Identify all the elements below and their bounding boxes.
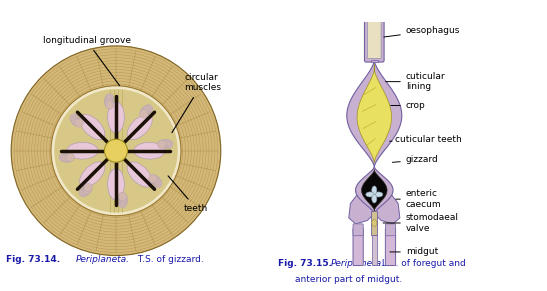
- Circle shape: [161, 139, 170, 148]
- Circle shape: [153, 178, 161, 186]
- Circle shape: [84, 183, 92, 192]
- Circle shape: [143, 105, 152, 114]
- Circle shape: [75, 119, 83, 127]
- Polygon shape: [374, 192, 400, 224]
- Ellipse shape: [108, 102, 124, 133]
- Ellipse shape: [80, 114, 105, 140]
- Circle shape: [163, 139, 171, 148]
- Circle shape: [65, 154, 73, 162]
- FancyBboxPatch shape: [353, 228, 363, 266]
- Text: Fig. 73.15.: Fig. 73.15.: [278, 259, 332, 268]
- Circle shape: [119, 198, 127, 206]
- Circle shape: [149, 174, 157, 183]
- Circle shape: [152, 176, 160, 184]
- Circle shape: [82, 187, 90, 195]
- Polygon shape: [362, 170, 387, 211]
- Text: enteric
caecum: enteric caecum: [396, 189, 441, 209]
- Circle shape: [106, 101, 114, 109]
- Ellipse shape: [366, 192, 374, 197]
- Circle shape: [104, 97, 113, 106]
- Ellipse shape: [67, 142, 98, 159]
- Ellipse shape: [134, 142, 165, 159]
- Circle shape: [104, 99, 113, 107]
- Circle shape: [83, 185, 92, 194]
- Circle shape: [119, 194, 127, 202]
- Circle shape: [11, 46, 221, 255]
- Text: midgut: midgut: [390, 247, 438, 256]
- Ellipse shape: [104, 139, 127, 162]
- FancyBboxPatch shape: [368, 21, 381, 59]
- Circle shape: [154, 179, 162, 188]
- Text: crop: crop: [391, 101, 426, 110]
- FancyBboxPatch shape: [353, 224, 363, 236]
- Polygon shape: [349, 192, 374, 224]
- Text: cuticular
lining: cuticular lining: [386, 72, 445, 91]
- Ellipse shape: [108, 168, 124, 200]
- Polygon shape: [357, 65, 392, 163]
- Circle shape: [79, 188, 88, 197]
- FancyBboxPatch shape: [371, 60, 377, 62]
- Circle shape: [159, 139, 167, 148]
- Circle shape: [119, 196, 127, 204]
- Circle shape: [142, 107, 150, 115]
- Text: oesophagus: oesophagus: [384, 26, 460, 37]
- FancyBboxPatch shape: [371, 211, 377, 235]
- Circle shape: [70, 114, 78, 122]
- Circle shape: [62, 154, 71, 162]
- Circle shape: [118, 199, 126, 208]
- Text: anterior part of midgut.: anterior part of midgut.: [295, 275, 403, 284]
- Text: stomodaeal
valve: stomodaeal valve: [383, 213, 459, 233]
- Ellipse shape: [374, 192, 383, 197]
- Text: T.S. of gizzard.: T.S. of gizzard.: [135, 255, 203, 264]
- Circle shape: [139, 110, 148, 118]
- Circle shape: [59, 153, 67, 162]
- Ellipse shape: [372, 186, 377, 194]
- Text: gizzard: gizzard: [392, 155, 439, 164]
- Ellipse shape: [127, 162, 152, 187]
- Text: Fig. 73.14.: Fig. 73.14.: [6, 255, 60, 264]
- Ellipse shape: [372, 194, 377, 203]
- Circle shape: [71, 116, 79, 124]
- FancyBboxPatch shape: [386, 224, 395, 236]
- FancyBboxPatch shape: [372, 235, 377, 265]
- Text: Periplaneta.: Periplaneta.: [331, 259, 385, 268]
- Ellipse shape: [372, 220, 377, 226]
- Ellipse shape: [80, 162, 105, 187]
- Text: cuticular teeth: cuticular teeth: [389, 135, 462, 144]
- Circle shape: [158, 140, 166, 148]
- Circle shape: [118, 192, 126, 201]
- Circle shape: [104, 95, 113, 104]
- Text: Periplaneta.: Periplaneta.: [76, 255, 130, 264]
- Circle shape: [61, 154, 69, 162]
- Circle shape: [66, 153, 74, 162]
- Circle shape: [81, 188, 89, 196]
- Circle shape: [165, 140, 173, 148]
- Text: teeth: teeth: [168, 176, 208, 213]
- Polygon shape: [347, 60, 402, 167]
- Circle shape: [73, 118, 82, 126]
- Circle shape: [150, 175, 159, 183]
- Circle shape: [141, 108, 149, 116]
- Text: circular
muscles: circular muscles: [172, 73, 221, 133]
- Text: L.S. of foregut and: L.S. of foregut and: [380, 259, 466, 268]
- Circle shape: [72, 117, 80, 125]
- FancyBboxPatch shape: [386, 228, 395, 266]
- Circle shape: [54, 89, 178, 212]
- Circle shape: [106, 94, 114, 102]
- Ellipse shape: [127, 114, 152, 140]
- Polygon shape: [356, 167, 393, 214]
- FancyBboxPatch shape: [364, 20, 384, 62]
- Circle shape: [144, 105, 153, 113]
- Circle shape: [51, 86, 181, 216]
- Text: longitudinal groove: longitudinal groove: [43, 36, 131, 86]
